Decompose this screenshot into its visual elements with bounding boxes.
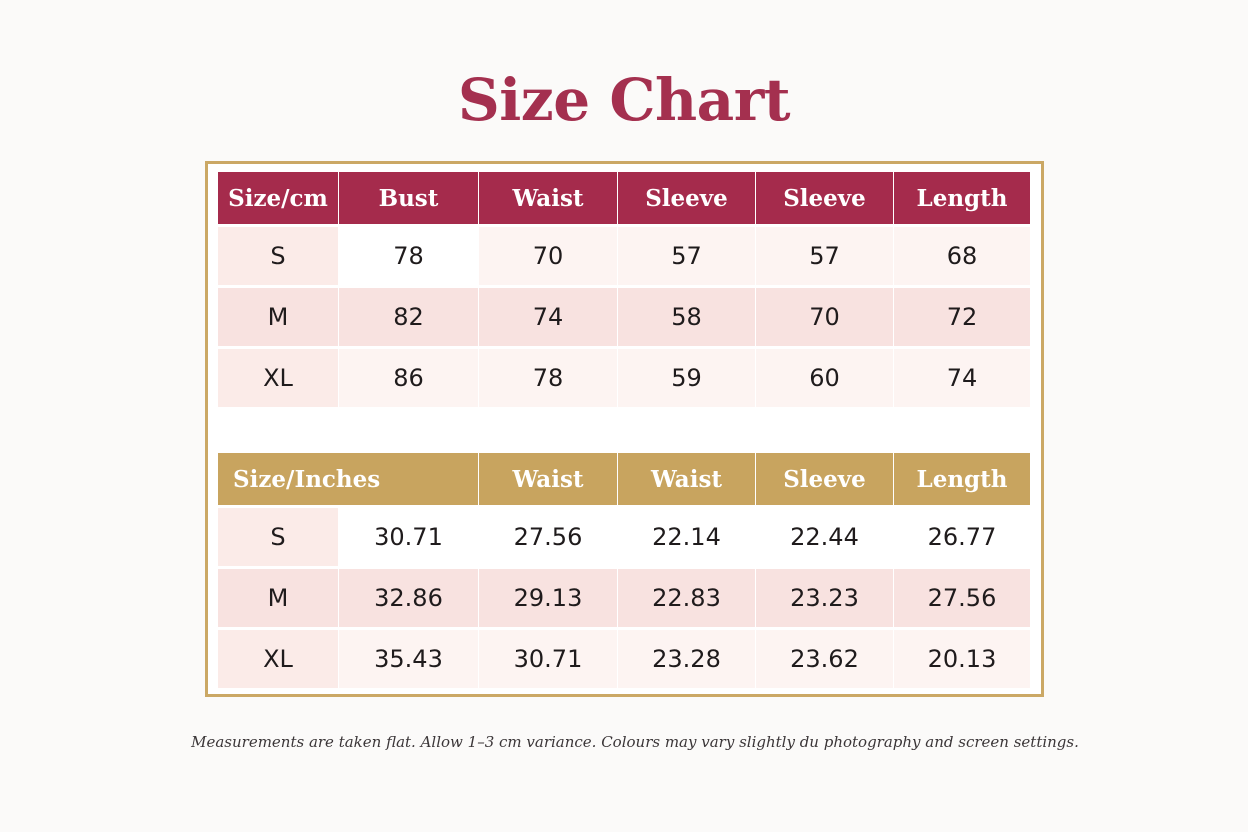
header-cell: Sleeve	[756, 172, 893, 224]
size-label-cell: S	[218, 508, 338, 566]
size-label-cell: XL	[218, 349, 338, 407]
size-table-inches: Size/Inches Waist Waist Sleeve Length S …	[218, 453, 1030, 688]
size-label-cell: S	[218, 227, 338, 285]
table-cell: 23.28	[618, 630, 755, 688]
table-cell: 23.23	[756, 569, 893, 627]
table-cell: 72	[894, 288, 1030, 346]
table-cell: 59	[618, 349, 755, 407]
header-cell: Size/cm	[218, 172, 338, 224]
table-cell: 35.43	[339, 630, 478, 688]
table-cell: 57	[618, 227, 755, 285]
table-cell: 32.86	[339, 569, 478, 627]
size-table-cm: Size/cm Bust Waist Sleeve Sleeve Length …	[218, 172, 1030, 407]
table-cell: 82	[339, 288, 478, 346]
table-cell: 70	[756, 288, 893, 346]
header-cell: Size/Inches	[218, 453, 478, 505]
header-cell: Waist	[618, 453, 755, 505]
header-cell: Sleeve	[618, 172, 755, 224]
table-cell: 22.83	[618, 569, 755, 627]
table-cell: 23.62	[756, 630, 893, 688]
table-cell: 74	[894, 349, 1030, 407]
table-cell: 70	[479, 227, 617, 285]
size-label-cell: M	[218, 288, 338, 346]
header-cell: Bust	[339, 172, 478, 224]
page-title: Size Chart	[457, 66, 791, 134]
table-cell: 68	[894, 227, 1030, 285]
table-cell: 30.71	[479, 630, 617, 688]
table-cell: 58	[618, 288, 755, 346]
size-label-cell: M	[218, 569, 338, 627]
table-cell: 26.77	[894, 508, 1030, 566]
table-cell: 74	[479, 288, 617, 346]
header-cell: Sleeve	[756, 453, 893, 505]
table-cell: 30.71	[339, 508, 478, 566]
table-cell: 22.44	[756, 508, 893, 566]
header-cell: Length	[894, 453, 1030, 505]
header-cell: Waist	[479, 172, 617, 224]
table-cell: 22.14	[618, 508, 755, 566]
table-cell: 27.56	[479, 508, 617, 566]
table-cell: 60	[756, 349, 893, 407]
measurement-footnote: Measurements are taken flat. Allow 1–3 c…	[191, 733, 1079, 751]
table-cell: 86	[339, 349, 478, 407]
table-cell: 20.13	[894, 630, 1030, 688]
size-label-cell: XL	[218, 630, 338, 688]
header-cell: Length	[894, 172, 1030, 224]
table-cell: 29.13	[479, 569, 617, 627]
table-cell: 78	[339, 227, 478, 285]
table-cell: 57	[756, 227, 893, 285]
table-cell: 78	[479, 349, 617, 407]
table-cell: 27.56	[894, 569, 1030, 627]
header-cell: Waist	[479, 453, 617, 505]
